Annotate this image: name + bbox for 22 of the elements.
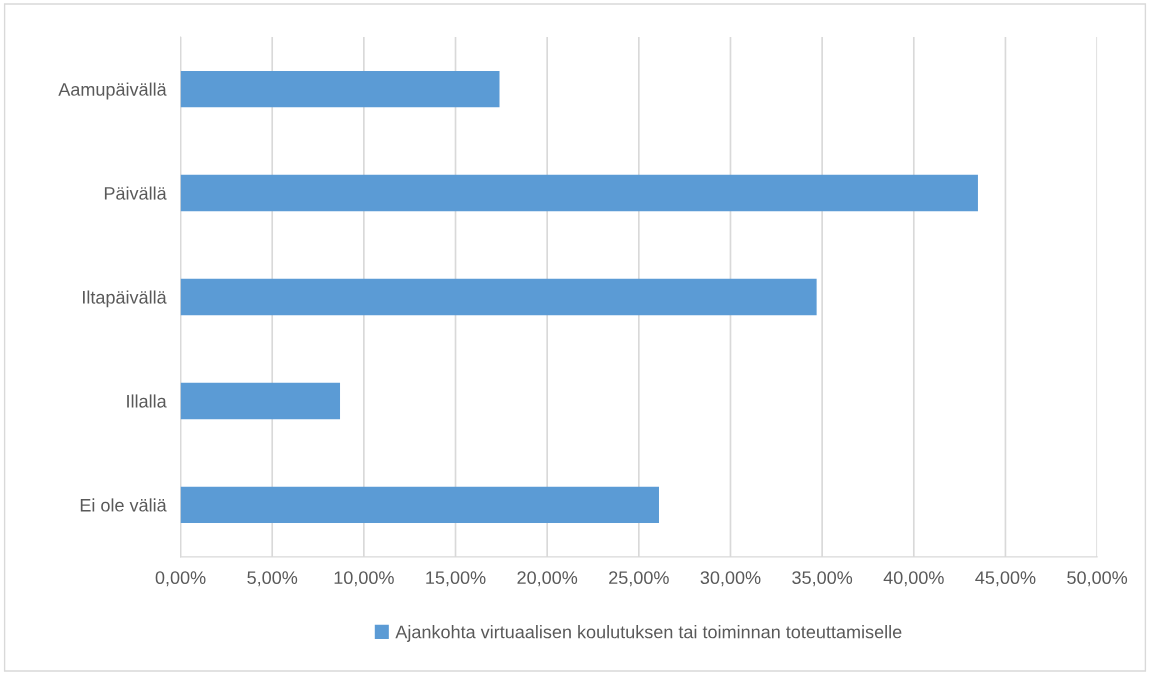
bar	[180, 382, 341, 420]
y-tick-label: Illalla	[127, 394, 167, 408]
bar	[180, 70, 500, 108]
y-tick-label: Iltapäivällä	[83, 290, 167, 308]
x-tick-label: 30,00%	[700, 571, 761, 587]
x-tick-label: 45,00%	[975, 571, 1036, 587]
y-tick-label: Päivällä	[104, 186, 167, 200]
x-tick-label: 20,00%	[517, 571, 578, 587]
bar	[180, 486, 659, 524]
x-tick-label: 5,00%	[247, 571, 298, 587]
x-tick-label: 40,00%	[883, 571, 944, 587]
bar	[180, 278, 817, 316]
x-tick-label: 25,00%	[609, 571, 669, 587]
bar	[180, 174, 978, 212]
x-tick-label: 50,00%	[1067, 571, 1128, 587]
x-tick-label: 10,00%	[334, 571, 394, 587]
y-tick-label: Ei ole väliä	[80, 498, 167, 512]
legend-label: Ajankohta virtuaalisen koulutuksen tai toiminnan toteuttamiselle	[395, 625, 902, 642]
x-tick-label: 0,00%	[155, 571, 206, 587]
y-tick-label: Aamupäivällä	[58, 82, 167, 100]
x-tick-label: 15,00%	[426, 571, 486, 587]
x-tick-label: 35,00%	[792, 571, 853, 587]
